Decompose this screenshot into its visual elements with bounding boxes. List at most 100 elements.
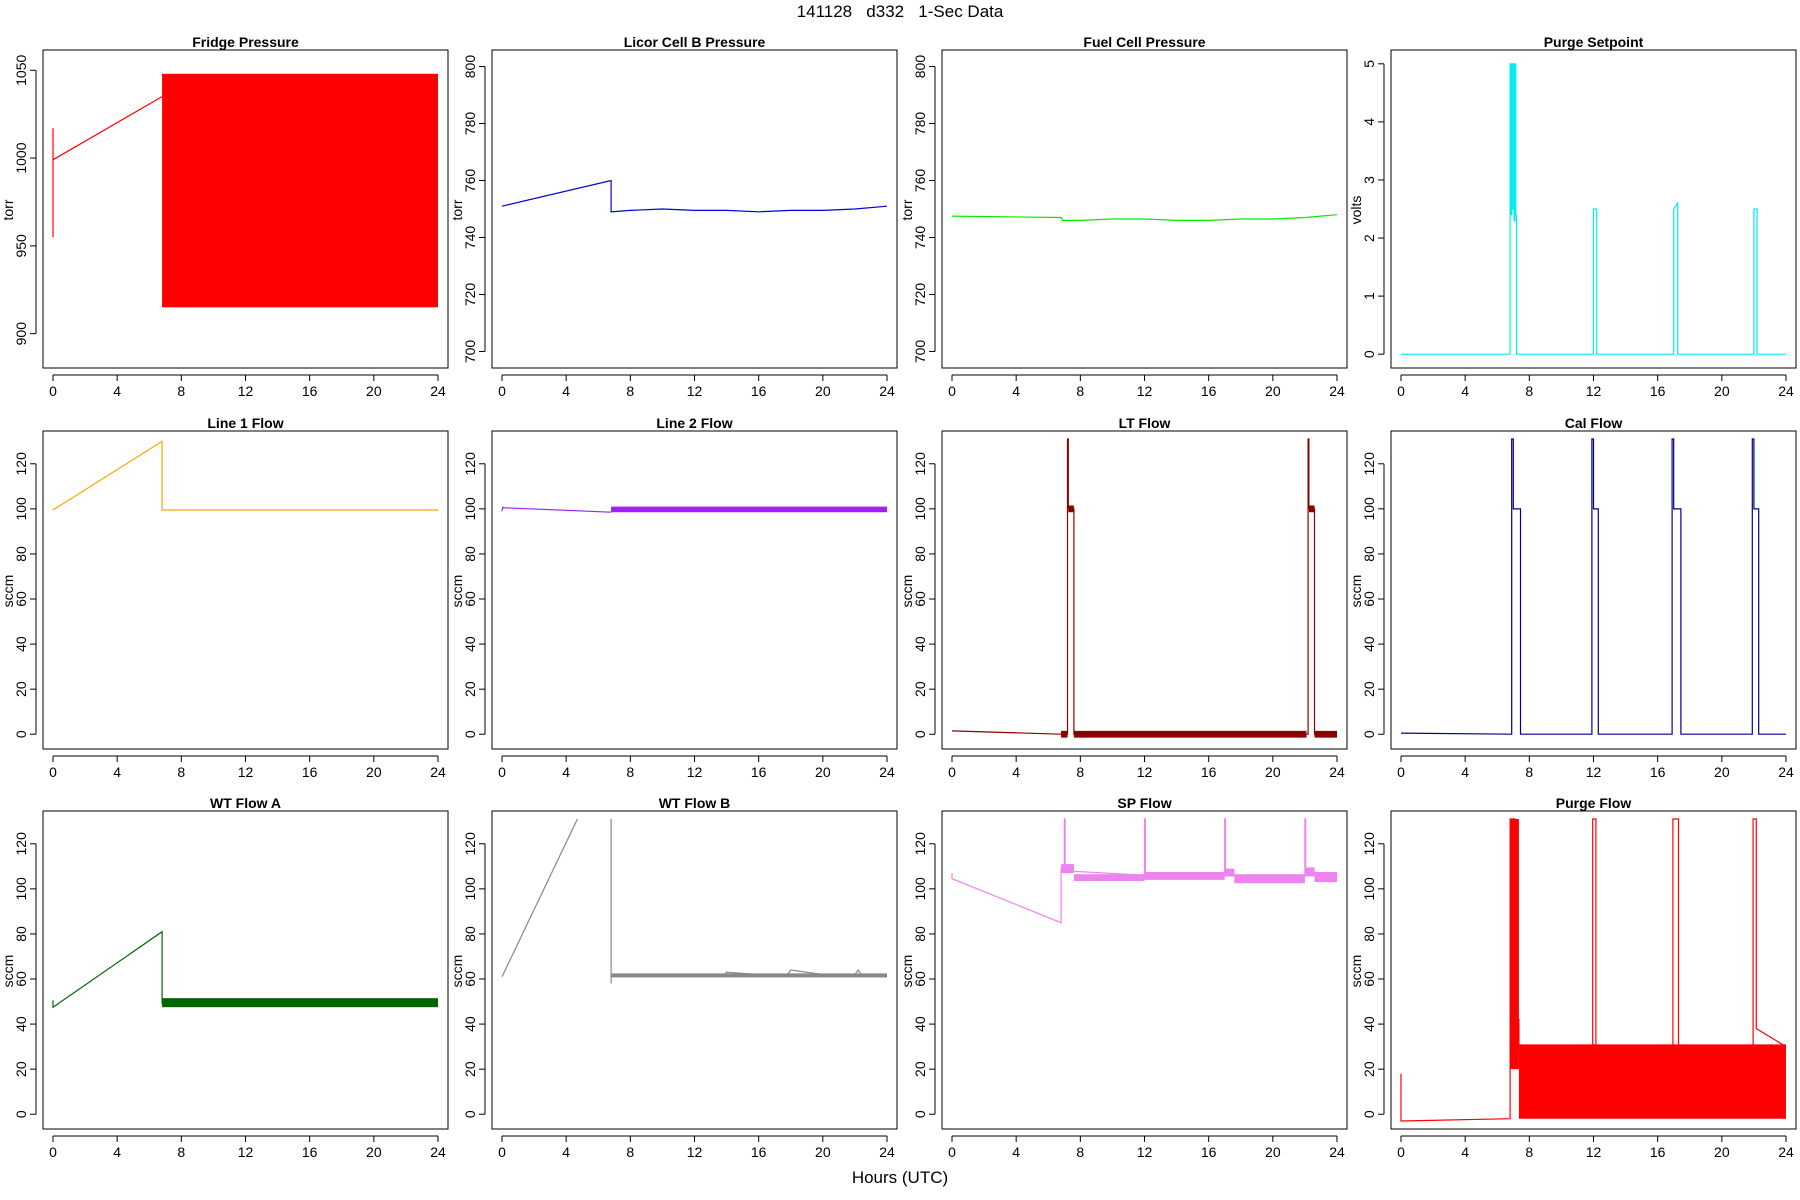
x-tick-label: 4 xyxy=(1012,383,1020,399)
x-tick-label: 0 xyxy=(948,764,956,780)
y-tick-label: 100 xyxy=(462,497,478,521)
y-tick-label: 60 xyxy=(13,591,29,607)
data-band xyxy=(1314,730,1337,738)
plot-frame xyxy=(491,49,898,369)
panel-title: WT Flow B xyxy=(659,795,731,811)
panel-title: Line 1 Flow xyxy=(207,415,283,431)
x-tick-label: 0 xyxy=(948,1144,956,1160)
plot-area xyxy=(1400,438,1786,735)
panel: Licor Cell B Pressure 0 4 8 12 16 20 24 700 720 74… xyxy=(449,34,898,399)
y-tick-label: 3 xyxy=(1361,176,1377,184)
plot-area xyxy=(52,440,438,511)
y-tick-label: 60 xyxy=(462,591,478,607)
y-tick-label: 0 xyxy=(1361,350,1377,358)
x-tick-label: 0 xyxy=(49,1144,57,1160)
series-line xyxy=(951,438,1337,735)
y-axis-label: sccm xyxy=(1348,575,1364,608)
x-tick-label: 0 xyxy=(498,383,506,399)
x-tick-label: 8 xyxy=(1525,764,1533,780)
plot-area xyxy=(501,818,888,984)
y-tick-label: 60 xyxy=(462,971,478,987)
y-tick-label: 100 xyxy=(1361,497,1377,521)
x-tick-label: 16 xyxy=(1201,1144,1217,1160)
y-tick-label: 100 xyxy=(912,497,928,521)
y-tick-label: 720 xyxy=(462,283,478,307)
plot-frame xyxy=(42,810,449,1130)
y-tick-label: 100 xyxy=(13,877,29,901)
series-line xyxy=(501,818,578,978)
y-tick-label: 700 xyxy=(912,340,928,364)
x-tick-label: 12 xyxy=(687,383,703,399)
y-tick-label: 60 xyxy=(1361,971,1377,987)
y-tick-label: 0 xyxy=(912,1110,928,1118)
x-tick-label: 20 xyxy=(1714,1144,1730,1160)
y-tick-label: 120 xyxy=(13,832,29,856)
y-axis-label: torr xyxy=(0,199,16,220)
plot-area xyxy=(52,930,439,1009)
x-tick-label: 16 xyxy=(1201,383,1217,399)
plot-frame xyxy=(1390,810,1797,1130)
y-tick-label: 120 xyxy=(462,452,478,476)
data-band xyxy=(1510,819,1519,1070)
plot-area xyxy=(951,818,1338,924)
data-band xyxy=(1304,867,1315,877)
x-tick-label: 4 xyxy=(113,764,121,780)
y-tick-label: 40 xyxy=(912,636,928,652)
y-tick-label: 0 xyxy=(13,730,29,738)
x-tick-label: 8 xyxy=(626,764,634,780)
y-tick-label: 80 xyxy=(462,546,478,562)
panel: Line 2 Flow 0 4 8 12 16 20 24 0 20 40 60 80 100 120 scc… xyxy=(449,415,898,780)
y-tick-label: 20 xyxy=(462,681,478,697)
y-tick-label: 40 xyxy=(1361,1016,1377,1032)
y-tick-label: 800 xyxy=(462,55,478,79)
plot-frame xyxy=(42,430,449,750)
x-tick-label: 20 xyxy=(815,1144,831,1160)
panel: Cal Flow 0 4 8 12 16 20 24 0 20 40 60 80 100 120 sccm xyxy=(1348,415,1797,780)
plot-area xyxy=(1400,818,1787,1122)
page-title: 141128 d332 1-Sec Data xyxy=(796,2,1004,21)
y-tick-label: 0 xyxy=(912,730,928,738)
y-tick-label: 4 xyxy=(1361,118,1377,126)
plot-frame xyxy=(1390,430,1797,750)
x-tick-label: 4 xyxy=(113,1144,121,1160)
x-tick-label: 24 xyxy=(1329,383,1345,399)
panel-title: SP Flow xyxy=(1117,795,1171,811)
plot-area xyxy=(52,73,439,308)
panel-title: Licor Cell B Pressure xyxy=(624,34,766,50)
y-axis-label: sccm xyxy=(449,575,465,608)
x-tick-label: 20 xyxy=(815,383,831,399)
x-tick-label: 12 xyxy=(1137,383,1153,399)
x-tick-label: 24 xyxy=(430,1144,446,1160)
y-tick-label: 20 xyxy=(912,1061,928,1077)
x-tick-label: 8 xyxy=(1076,1144,1084,1160)
y-tick-label: 40 xyxy=(13,636,29,652)
y-tick-label: 80 xyxy=(1361,546,1377,562)
y-tick-label: 80 xyxy=(13,546,29,562)
y-tick-label: 40 xyxy=(462,1016,478,1032)
x-tick-label: 12 xyxy=(1586,383,1602,399)
y-tick-label: 60 xyxy=(912,971,928,987)
y-tick-label: 0 xyxy=(462,730,478,738)
plot-area xyxy=(951,438,1337,738)
y-tick-label: 720 xyxy=(912,283,928,307)
x-axis-title: Hours (UTC) xyxy=(851,1168,949,1187)
panel-title: Purge Setpoint xyxy=(1544,34,1644,50)
y-tick-label: 20 xyxy=(13,681,29,697)
y-axis-label: sccm xyxy=(1348,955,1364,988)
x-tick-label: 4 xyxy=(1461,383,1469,399)
y-tick-label: 20 xyxy=(13,1061,29,1077)
x-tick-label: 16 xyxy=(1650,1144,1666,1160)
plot-frame xyxy=(941,49,1348,369)
panel-title: Line 2 Flow xyxy=(656,415,732,431)
x-tick-label: 12 xyxy=(238,383,254,399)
y-axis-label: sccm xyxy=(899,955,915,988)
x-tick-label: 4 xyxy=(562,764,570,780)
y-tick-label: 80 xyxy=(462,926,478,942)
y-tick-label: 20 xyxy=(462,1061,478,1077)
data-band xyxy=(1314,871,1337,883)
x-tick-label: 4 xyxy=(562,1144,570,1160)
y-tick-label: 5 xyxy=(1361,60,1377,68)
y-tick-label: 760 xyxy=(462,169,478,193)
plot-area xyxy=(501,179,888,213)
